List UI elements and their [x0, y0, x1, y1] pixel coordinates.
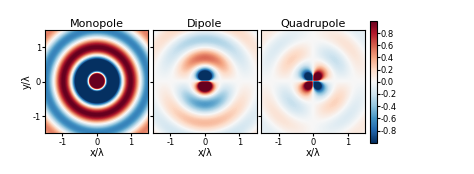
Title: Monopole: Monopole	[70, 19, 124, 29]
Title: Quadrupole: Quadrupole	[281, 19, 346, 29]
X-axis label: x/λ: x/λ	[306, 148, 320, 158]
Title: Dipole: Dipole	[187, 19, 223, 29]
Y-axis label: y/λ: y/λ	[21, 74, 31, 89]
X-axis label: x/λ: x/λ	[198, 148, 212, 158]
X-axis label: x/λ: x/λ	[90, 148, 104, 158]
